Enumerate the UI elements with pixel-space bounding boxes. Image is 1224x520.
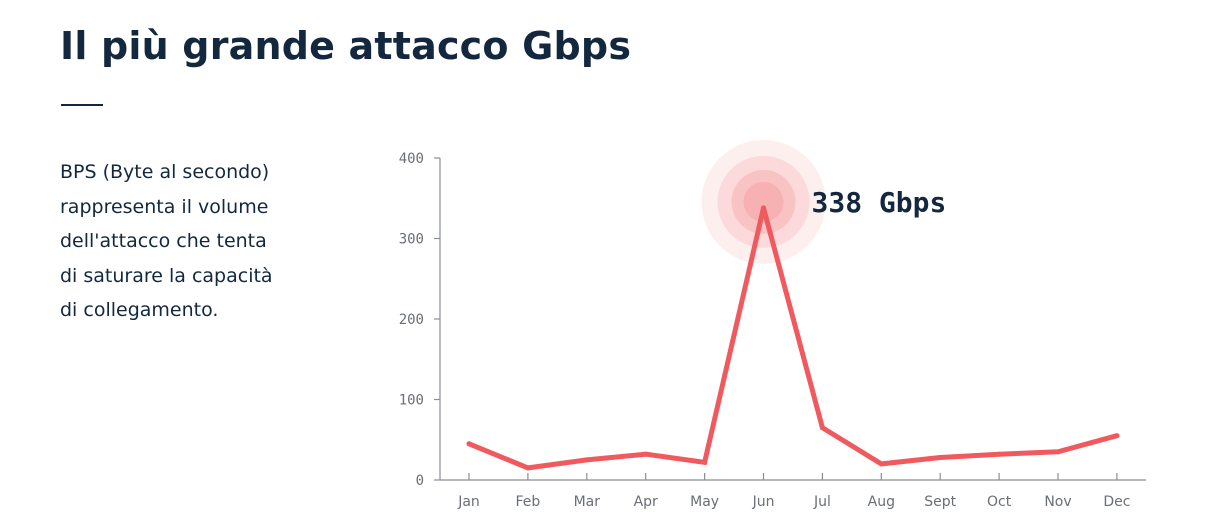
data-point-may [702, 459, 708, 465]
data-point-jun [761, 205, 766, 211]
y-tick-label: 0 [416, 473, 424, 489]
x-tick-label: Apr [634, 494, 658, 510]
x-tick-label: Jul [813, 494, 831, 510]
peak-highlight-glow [701, 139, 826, 264]
data-point-jan [466, 441, 472, 447]
data-point-aug [878, 461, 884, 467]
title-underline [61, 104, 103, 106]
x-tick-label: Sept [924, 494, 956, 510]
description-text: BPS (Byte al secondo) rappresenta il vol… [60, 161, 273, 321]
y-tick-label: 400 [399, 151, 424, 167]
x-tick-label: Nov [1044, 494, 1071, 510]
x-tick-label: Jan [457, 494, 480, 510]
x-tick-label: Mar [574, 494, 601, 510]
x-tick-label: Aug [868, 494, 895, 510]
data-point-sept [937, 454, 943, 460]
peak-value-label: 338 Gbps [812, 186, 947, 219]
chart-series [466, 205, 1120, 471]
page-title: Il più grande attacco Gbps [60, 24, 632, 68]
chart-axes [434, 157, 1146, 481]
x-tick-label: May [690, 494, 719, 510]
data-point-oct [996, 451, 1002, 457]
data-point-jul [819, 425, 825, 431]
x-tick-label: Jun [752, 494, 775, 510]
data-point-nov [1055, 449, 1061, 455]
x-tick-label: Feb [516, 494, 541, 510]
data-point-mar [584, 457, 590, 463]
data-point-feb [525, 465, 531, 471]
y-tick-label: 100 [399, 393, 424, 409]
peak-glow-ring-4 [743, 181, 784, 222]
x-tick-label: Oct [987, 494, 1012, 510]
x-tick-label: Dec [1103, 494, 1130, 510]
data-point-apr [643, 451, 649, 457]
y-tick-label: 300 [399, 232, 424, 248]
series-line [466, 207, 1120, 471]
chart-labels: 0 100 200 300 400 Jan Feb Mar Apr May Jun Jul Aug Sep… [399, 151, 1131, 510]
data-point-dec [1114, 433, 1120, 439]
y-tick-label: 200 [399, 312, 424, 328]
